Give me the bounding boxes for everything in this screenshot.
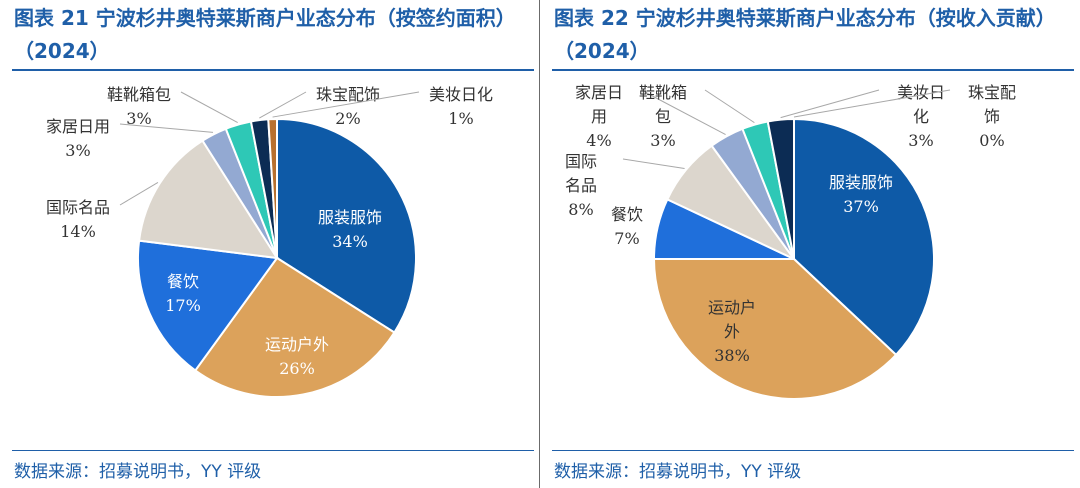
leader-line — [272, 91, 420, 118]
leader-line — [180, 91, 238, 124]
slice-name: 服装服饰 — [318, 208, 382, 227]
panel-divider — [539, 0, 540, 488]
leader-line — [640, 89, 726, 136]
slice-value-label: 7% — [614, 229, 639, 248]
slice-name: 运动户外 — [265, 335, 329, 354]
source-note: 数据来源：招募说明书，YY 评级 — [554, 462, 802, 482]
slice-name: 美妆日化 — [429, 85, 493, 104]
slice-value-label: 34% — [332, 232, 368, 251]
leader-line — [119, 123, 214, 133]
title-rule — [12, 69, 534, 71]
title-rule — [552, 69, 1074, 71]
slice-name: 珠宝配 — [968, 83, 1016, 102]
source-rule — [12, 450, 534, 451]
chart-title: 图表 22 宁波杉井奥特莱斯商户业态分布（按收入贡献）（2024） — [554, 6, 1056, 63]
slice-value-label: 26% — [279, 359, 315, 378]
slice-value-label: 37% — [843, 197, 879, 216]
slice-label-服装服饰: 服装服饰 34% — [318, 208, 382, 251]
slice-value-label: 2% — [335, 109, 360, 128]
chart-panel-right: 图表 22 宁波杉井奥特莱斯商户业态分布（按收入贡献）（2024） 服装服饰 37… — [540, 0, 1080, 488]
slice-label-美妆日化: 美妆日化 1% — [429, 85, 493, 128]
slice-name: 国际 — [565, 152, 597, 171]
slice-label-餐饮: 餐饮 17% — [165, 272, 201, 315]
slice-value-label: 8% — [568, 200, 593, 219]
pie-slice-运动户外 — [652, 258, 898, 400]
slice-value-label: 0% — [979, 131, 1004, 150]
slice-value-label: 3% — [65, 141, 90, 160]
slice-name: 包 — [655, 107, 671, 126]
slice-name: 用 — [591, 107, 607, 126]
leader-line — [622, 158, 685, 169]
slice-name: 化 — [913, 107, 929, 126]
slice-value-label: 38% — [714, 346, 750, 365]
slice-name: 外 — [724, 322, 740, 341]
slice-label-国际名品: 国际名品 8% — [565, 152, 597, 219]
slice-name: 珠宝配饰 — [316, 85, 380, 104]
slice-value-label: 4% — [586, 131, 611, 150]
leader-line — [259, 91, 307, 119]
pie-slice-国际名品 — [137, 139, 279, 260]
slice-name: 餐饮 — [167, 272, 199, 291]
slice-name: 饰 — [984, 107, 1000, 126]
leader-line — [793, 89, 951, 118]
slice-label-运动户外: 运动户外 26% — [265, 335, 329, 378]
slice-label-珠宝配饰: 美妆日化 3% — [897, 83, 945, 150]
slice-label-家居日用: 家居日用 3% — [46, 117, 110, 160]
pie-slice-餐饮 — [137, 239, 279, 372]
slice-name: 名品 — [565, 176, 597, 195]
source-rule — [552, 450, 1074, 451]
slice-label-运动户外: 运动户外 38% — [708, 298, 756, 365]
slice-name: 鞋靴箱 — [639, 83, 687, 102]
slice-label-鞋靴箱包: 鞋靴箱包 3% — [639, 83, 687, 150]
slice-name: 餐饮 — [611, 205, 643, 224]
pie-chart-area: 服装服饰 34% 运动户外 26% 餐饮 17% 国际名品 14% 家居日用 3% 鞋靴箱包 3% 珠宝… — [46, 85, 493, 398]
leader-line — [780, 89, 880, 119]
leader-line — [704, 89, 755, 124]
slice-value-label: 14% — [60, 222, 96, 241]
slice-label-服装服饰: 服装服饰 37% — [829, 173, 893, 216]
slice-name: 国际名品 — [46, 198, 110, 217]
slice-value-label: 1% — [448, 109, 473, 128]
slice-label-家居日用: 家居日用 4% — [575, 83, 623, 150]
slice-value-label: 3% — [908, 131, 933, 150]
slice-label-美妆日化: 珠宝配饰 0% — [968, 83, 1016, 150]
pie-slice-服装服饰 — [793, 117, 936, 357]
slice-label-珠宝配饰: 珠宝配饰 2% — [316, 85, 380, 128]
slice-name: 家居日用 — [46, 117, 110, 136]
source-note: 数据来源：招募说明书，YY 评级 — [14, 462, 262, 482]
slice-value-label: 3% — [126, 109, 151, 128]
pie-slice-运动户外 — [193, 256, 396, 398]
slice-label-鞋靴箱包: 鞋靴箱包 3% — [107, 85, 171, 128]
pie-slice-美妆日化 — [267, 117, 278, 259]
leader-line — [119, 182, 159, 206]
slice-value-label: 3% — [650, 131, 675, 150]
slice-label-餐饮: 餐饮 7% — [611, 205, 643, 248]
slice-name: 运动户 — [708, 298, 756, 317]
chart-title: 图表 21 宁波杉井奥特莱斯商户业态分布（按签约面积）（2024） — [14, 6, 516, 63]
chart-panel-left: 图表 21 宁波杉井奥特莱斯商户业态分布（按签约面积）（2024） 服装服饰 34… — [12, 6, 534, 482]
slice-label-国际名品: 国际名品 14% — [46, 198, 110, 241]
slice-name: 鞋靴箱包 — [107, 85, 171, 104]
slice-name: 家居日 — [575, 83, 623, 102]
slice-value-label: 17% — [165, 296, 201, 315]
pie-chart-area: 服装服饰 37%运动户外 38%餐饮 7%国际名品 8%家居日用 4%鞋靴箱包 3%美妆日化… — [565, 83, 1016, 400]
slice-name: 服装服饰 — [829, 173, 893, 192]
